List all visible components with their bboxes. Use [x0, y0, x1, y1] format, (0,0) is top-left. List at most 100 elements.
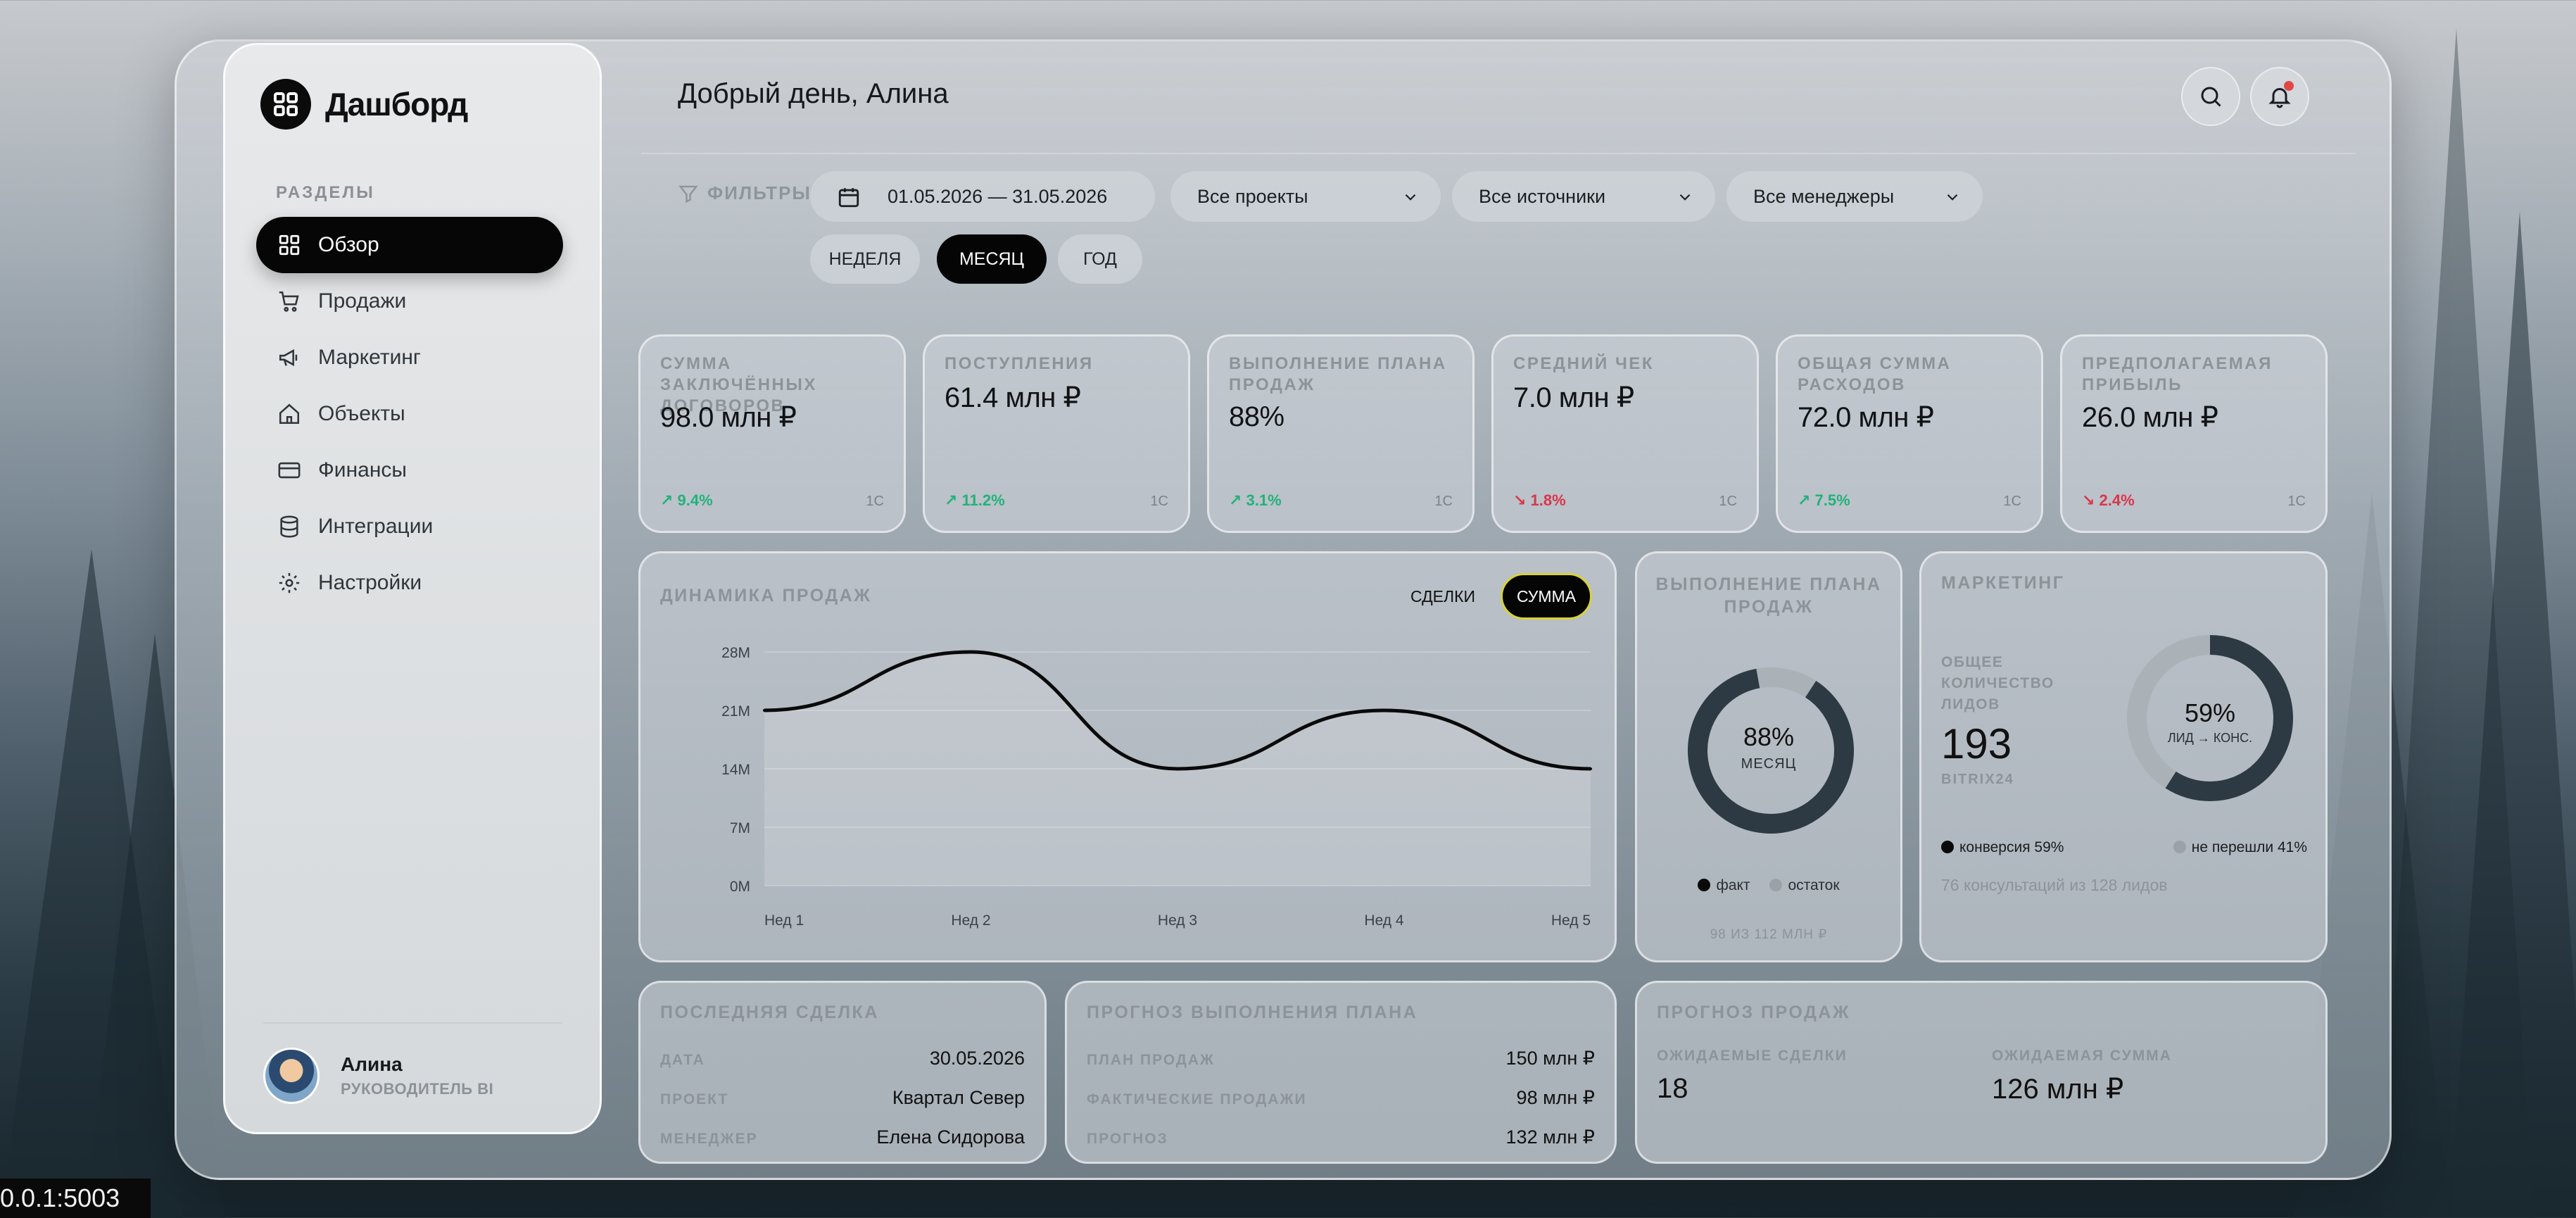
kpi-value: 88%	[1229, 401, 1284, 432]
kpi-delta: ↗ 7.5%	[1798, 491, 1850, 509]
kpi-value: 61.4 млн ₽	[945, 382, 1081, 413]
kpi-delta: ↗ 9.4%	[660, 491, 713, 509]
kpi-delta: ↗ 3.1%	[1229, 491, 1282, 509]
donut-arc	[1688, 667, 1854, 834]
projects-select[interactable]: Все проекты	[1170, 171, 1441, 222]
sidebar-item-label: Объекты	[318, 402, 405, 425]
marketing-title: МАРКЕТИНГ	[1941, 573, 2065, 593]
brand-name: Дашборд	[325, 86, 468, 123]
kpi-card[interactable]: СУММА ЗАКЛЮЧЁННЫХ ДОГОВОРОВ 98.0 млн ₽ ↗…	[638, 334, 906, 533]
period-week[interactable]: НЕДЕЛЯ	[810, 234, 920, 284]
plan-sub: МЕСЯЦ	[1741, 756, 1797, 772]
sidebar-item-objects[interactable]: Объекты	[256, 386, 563, 442]
expected-deals-value: 18	[1657, 1073, 1688, 1104]
data-point	[1589, 767, 1592, 770]
card-icon	[278, 462, 301, 479]
leads-label: ОБЩЕЕ КОЛИЧЕСТВО ЛИДОВ	[1941, 654, 2054, 712]
kpi-card[interactable]: СРЕДНИЙ ЧЕК 7.0 млн ₽ ↘ 1.8% 1С	[1491, 334, 1759, 533]
sidebar-item-sales[interactable]: Продажи	[256, 273, 563, 329]
x-tick-label: Нед 3	[1158, 912, 1197, 929]
sidebar: Дашборд РАЗДЕЛЫ Обзор Продажи Маркетинг …	[223, 43, 602, 1134]
notifications-button[interactable]	[2250, 67, 2309, 126]
chevron-down-icon	[1405, 194, 1416, 201]
header-divider	[641, 153, 2356, 154]
sidebar-item-label: Продажи	[318, 289, 407, 313]
calendar-icon	[838, 188, 859, 208]
kpi-card[interactable]: ОБЩАЯ СУММА РАСХОДОВ 72.0 млн ₽ ↗ 7.5% 1…	[1776, 334, 2043, 533]
period-year[interactable]: ГОД	[1058, 234, 1142, 284]
x-tick-label: Нед 1	[764, 912, 804, 929]
date-range-picker[interactable]: 01.05.2026 — 31.05.2026	[810, 171, 1155, 222]
sidebar-item-integrations[interactable]: Интеграции	[256, 498, 563, 555]
grid-icon	[279, 234, 300, 256]
conversion-value: 59%	[2184, 698, 2236, 727]
user-name: Алина	[341, 1053, 403, 1075]
kpi-label: СРЕДНИЙ ЧЕК	[1513, 354, 1654, 373]
table-row: МЕНЕДЖЕР Елена Сидорова	[660, 1126, 1025, 1148]
kpi-delta: ↘ 1.8%	[1513, 491, 1566, 509]
megaphone-icon	[279, 349, 298, 367]
table-row: ДАТА 30.05.2026	[660, 1048, 1025, 1069]
kpi-card[interactable]: ВЫПОЛНЕНИЕ ПЛАНА ПРОДАЖ 88% ↗ 3.1% 1С	[1207, 334, 1475, 533]
sales-forecast-card: ПРОГНОЗ ПРОДАЖ ОЖИДАЕМЫЕ СДЕЛКИ 18 ОЖИДА…	[1635, 981, 2328, 1164]
y-tick-label: 0M	[730, 879, 750, 895]
x-tick-label: Нед 5	[1551, 912, 1591, 929]
filter-icon	[678, 185, 698, 203]
leads-source: BITRIX24	[1941, 772, 2014, 787]
projects-select-value: Все проекты	[1197, 185, 1308, 207]
kpi-value: 7.0 млн ₽	[1513, 382, 1634, 413]
data-point	[763, 709, 766, 712]
plan-card: ВЫПОЛНЕНИЕ ПЛАНА ПРОДАЖ 88% МЕСЯЦ факт о…	[1635, 551, 1902, 962]
search-button[interactable]	[2181, 67, 2240, 126]
kpi-value: 98.0 млн ₽	[660, 402, 797, 433]
sidebar-item-label: Маркетинг	[318, 346, 421, 369]
kpi-source: 1С	[2287, 494, 2306, 509]
kpi-card[interactable]: ПОСТУПЛЕНИЯ 61.4 млн ₽ ↗ 11.2% 1С	[923, 334, 1190, 533]
conversion-sub: ЛИД → КОНС.	[2167, 731, 2253, 745]
kpi-source: 1С	[1150, 494, 1168, 509]
plan-footer: 98 ИЗ 112 МЛН ₽	[1710, 927, 1828, 942]
sidebar-item-marketing[interactable]: Маркетинг	[256, 329, 563, 386]
sources-select[interactable]: Все источники	[1452, 171, 1715, 222]
plan-donut-chart	[1688, 667, 1854, 834]
user-profile[interactable]: Алина РУКОВОДИТЕЛЬ BI	[263, 1048, 493, 1104]
kpi-card[interactable]: ПРЕДПОЛАГАЕМАЯ ПРИБЫЛЬ 26.0 млн ₽ ↘ 2.4%…	[2060, 334, 2328, 533]
sidebar-item-label: Настройки	[318, 571, 422, 594]
data-point	[1382, 709, 1386, 712]
cart-icon	[279, 291, 299, 312]
plan-percent: 88%	[1743, 722, 1795, 751]
logo-grid-icon	[260, 79, 311, 130]
kpi-label: СУММА ЗАКЛЮЧЁННЫХ ДОГОВОРОВ	[660, 354, 817, 415]
sidebar-item-label: Финансы	[318, 458, 407, 482]
sidebar-nav: Обзор Продажи Маркетинг Объекты Финансы …	[256, 217, 563, 611]
sidebar-item-settings[interactable]: Настройки	[256, 555, 563, 611]
plan-forecast-card: ПРОГНОЗ ВЫПОЛНЕНИЯ ПЛАНА ПЛАН ПРОДАЖ 150 …	[1065, 981, 1617, 1164]
y-tick-label: 7M	[730, 820, 750, 836]
conversion-donut-chart	[2127, 635, 2293, 801]
expected-sum-value: 126 млн ₽	[1992, 1074, 2124, 1105]
user-divider	[263, 1022, 562, 1024]
legend-not-converted: не перешли 41%	[2173, 839, 2307, 856]
expected-deals-label: ОЖИДАЕМЫЕ СДЕЛКИ	[1657, 1048, 1848, 1064]
bell-icon	[2268, 88, 2291, 108]
kpi-label: ВЫПОЛНЕНИЕ ПЛАНА ПРОДАЖ	[1229, 354, 1447, 394]
dashboard-window: Дашборд РАЗДЕЛЫ Обзор Продажи Маркетинг …	[175, 39, 2392, 1180]
brand[interactable]: Дашборд	[260, 79, 468, 130]
sidebar-item-overview[interactable]: Обзор	[256, 217, 563, 273]
user-role: РУКОВОДИТЕЛЬ BI	[341, 1080, 494, 1098]
toggle-sum[interactable]: СУММА	[1501, 573, 1592, 620]
period-month[interactable]: МЕСЯЦ	[937, 234, 1047, 284]
sales-chart: 28M 21M 14M 7M 0M Нед 1 Нед 2 Нед 3 Нед 4 Нед 5	[721, 645, 1592, 929]
plan-forecast-title: ПРОГНОЗ ВЫПОЛНЕНИЯ ПЛАНА	[1087, 1003, 1418, 1022]
avatar[interactable]	[263, 1048, 320, 1104]
managers-select[interactable]: Все менеджеры	[1726, 171, 1983, 222]
last-deal-card: ПОСЛЕДНЯЯ СДЕЛКА ДАТА 30.05.2026 ПРОЕКТ Кв…	[638, 981, 1047, 1164]
data-point	[969, 651, 973, 653]
toggle-deals[interactable]: СДЕЛКИ	[1410, 586, 1476, 605]
gear-icon	[279, 572, 300, 594]
page-title: Добрый день, Алина	[678, 78, 949, 109]
filters-label[interactable]: ФИЛЬТРЫ	[678, 182, 812, 204]
kpi-source: 1С	[1719, 494, 1737, 509]
sidebar-item-finance[interactable]: Финансы	[256, 442, 563, 498]
sales-chart-title: ДИНАМИКА ПРОДАЖ	[660, 586, 872, 605]
